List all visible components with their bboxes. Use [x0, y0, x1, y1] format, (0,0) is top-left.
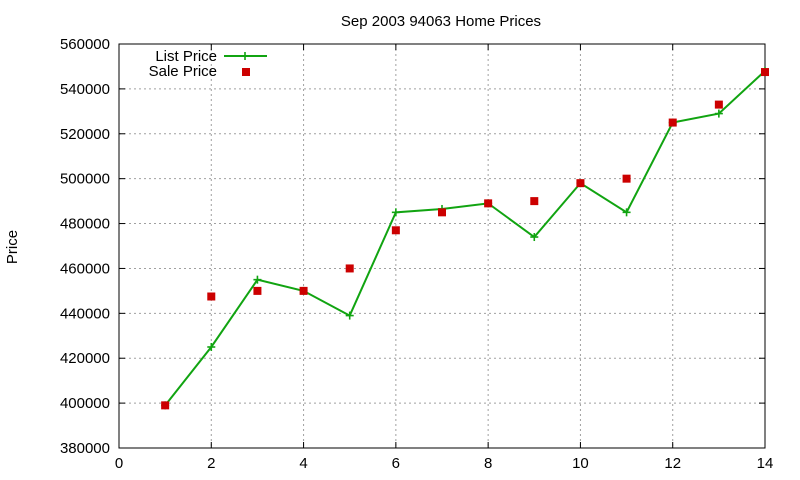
list-price-line: [164, 70, 766, 406]
sale-price-point: [622, 174, 631, 183]
sale-price-point: [299, 286, 308, 295]
sale-price-point: [438, 208, 446, 217]
y-tick-label: 480000: [60, 216, 110, 233]
sale-price-point: [761, 68, 769, 77]
legend-marker-sale-price: [242, 68, 250, 76]
sale-price-point: [161, 401, 170, 410]
sale-price-point: [714, 100, 723, 109]
x-tick-label: 14: [757, 455, 774, 472]
x-tick-label: 4: [299, 455, 307, 472]
list-price-point: [530, 233, 539, 242]
tick-labels: 0 2 4 6 8 10 12 14 380000 400000 420000 440000 46000…: [60, 36, 773, 472]
legend-label-sale-price: Sale Price: [149, 63, 217, 80]
sale-price-point: [484, 199, 493, 208]
y-axis-label: Price: [4, 230, 21, 264]
list-price-point: [622, 208, 631, 217]
y-tick-label: 460000: [60, 260, 110, 277]
sale-price-point: [345, 264, 354, 273]
y-tick-label: 440000: [60, 305, 110, 322]
sale-price-point: [576, 179, 585, 188]
list-price-point: [714, 109, 723, 118]
grid: [119, 44, 765, 448]
x-tick-label: 6: [392, 455, 400, 472]
sale-price-point: [391, 226, 400, 235]
plot-area: [161, 66, 769, 410]
x-tick-label: 0: [115, 455, 123, 472]
y-tick-label: 560000: [60, 36, 110, 53]
x-tick-label: 8: [484, 455, 492, 472]
plot-frame: [118, 43, 766, 449]
y-tick-label: 540000: [60, 81, 110, 98]
axes: [118, 43, 766, 449]
y-tick-label: 520000: [60, 126, 110, 143]
list-price-point: [391, 208, 400, 217]
list-price-point: [207, 343, 216, 351]
list-price-point: [345, 311, 354, 320]
legend-label-list-price: List Price: [155, 48, 217, 65]
chart-title: Sep 2003 94063 Home Prices: [341, 13, 541, 30]
x-tick-label: 10: [572, 455, 589, 472]
x-tick-label: 12: [664, 455, 681, 472]
list-price-point: [253, 275, 262, 284]
y-tick-label: 400000: [60, 395, 110, 412]
y-tick-label: 380000: [60, 440, 110, 457]
y-tick-label: 500000: [60, 171, 110, 188]
sale-price-point: [207, 292, 216, 301]
sale-price-point: [530, 197, 539, 206]
x-tick-label: 2: [207, 455, 215, 472]
y-tick-label: 420000: [60, 350, 110, 367]
sale-price-point: [668, 118, 677, 127]
sale-price-point: [253, 286, 262, 295]
